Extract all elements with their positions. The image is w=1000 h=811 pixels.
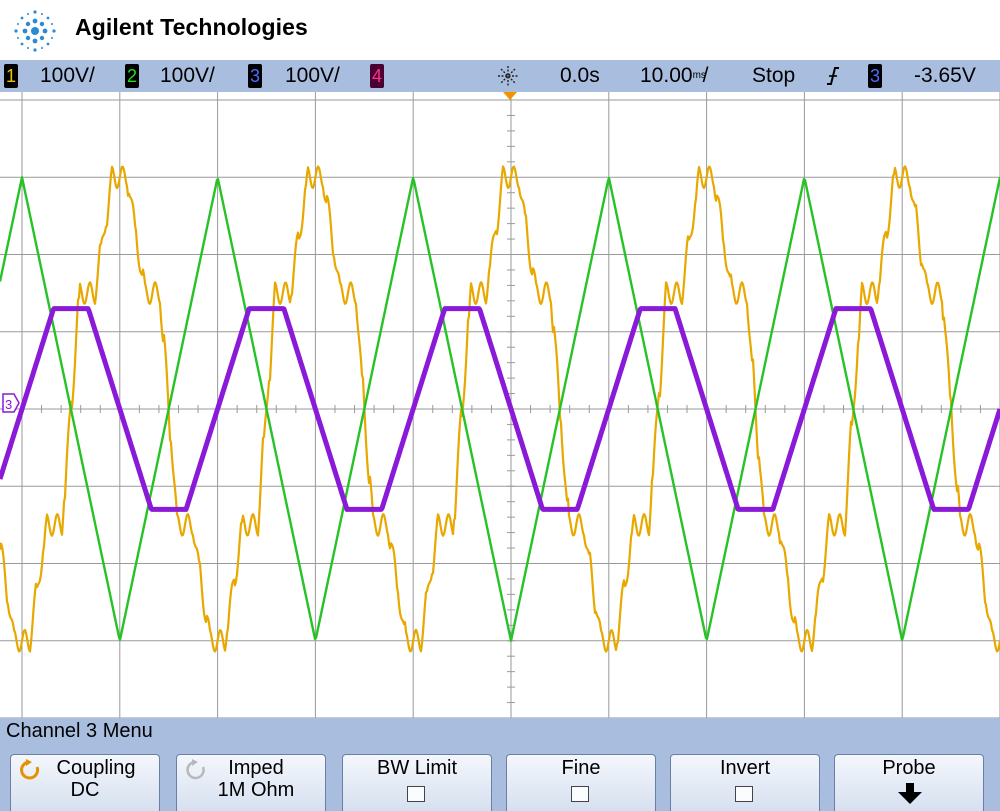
waveform-display: 3 [0,92,1000,718]
channel-1-scale: 100V/ [40,64,95,87]
channel-3-scale: 100V/ [285,64,340,87]
fine-label: Fine [561,757,601,779]
channel-1-indicator[interactable]: 1 [4,64,18,88]
impedance-value: 1M Ohm [217,779,295,801]
probe-softkey[interactable]: Probe [834,754,984,811]
trigger-level[interactable]: -3.65V [914,64,976,87]
brand-name: Agilent Technologies [75,14,308,40]
channel-3-indicator[interactable]: 3 [248,64,262,88]
bw-limit-softkey[interactable]: BW Limit [342,754,492,811]
status-bar: 1 100V/ 2 100V/ 3 100V/ 4 0.0s 10.00ms/ … [0,60,1000,92]
rotary-knob-icon [20,759,40,780]
channel-2-indicator[interactable]: 2 [125,64,139,88]
fine-softkey[interactable]: Fine [506,754,656,811]
invert-softkey[interactable]: Invert [670,754,820,811]
rotary-knob-icon [186,759,205,780]
time-scale-unit: ms [692,70,706,82]
channel-2-scale: 100V/ [160,64,215,87]
softkey-menu: Channel 3 Menu Coupling DC Imped 1M Ohm … [0,718,1000,811]
channel-3-trace [0,306,1000,512]
waveform-graticule: 3 [0,92,1000,718]
time-position[interactable]: 0.0s [560,64,600,87]
coupling-softkey[interactable]: Coupling DC [10,754,160,811]
impedance-softkey[interactable]: Imped 1M Ohm [176,754,326,811]
rising-edge-trigger-icon [827,67,839,85]
trigger-source-indicator[interactable]: 3 [868,64,882,88]
run-state[interactable]: Stop [752,64,796,87]
time-scale[interactable]: 10.00ms/ [640,60,708,92]
time-scale-suffix: / [702,64,709,87]
bw-limit-checkbox[interactable] [407,786,425,802]
probe-label: Probe [882,757,936,779]
graticule-grid [0,92,1000,718]
invert-label: Invert [719,757,771,779]
bw-limit-label: BW Limit [377,757,457,779]
channel-1-trace [0,165,1000,653]
agilent-spark-logo-icon [14,10,56,52]
waveform-traces [0,165,1000,653]
ground-marker-label: 3 [5,397,12,412]
channel-4-indicator[interactable]: 4 [370,64,384,88]
coupling-value: DC [70,779,100,801]
coupling-label: Coupling [56,757,136,779]
header: Agilent Technologies [0,0,1000,60]
down-arrow-icon [898,783,922,804]
fine-checkbox[interactable] [571,786,589,802]
menu-title: Channel 3 Menu [6,720,153,742]
impedance-label: Imped [228,757,284,779]
invert-checkbox[interactable] [735,786,753,802]
channel-3-ground-marker[interactable]: 3 [2,393,20,413]
time-scale-value: 10.00 [640,64,693,87]
trigger-position-marker-icon [503,92,517,100]
acquisition-spark-icon [498,66,518,86]
